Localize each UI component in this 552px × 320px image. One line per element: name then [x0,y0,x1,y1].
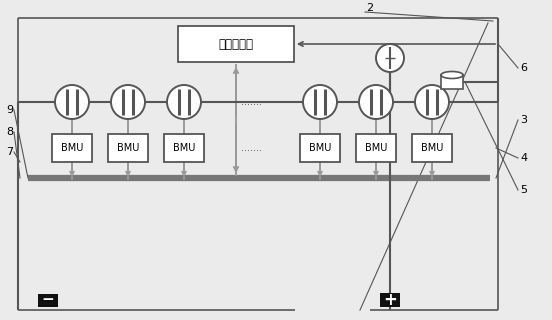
Ellipse shape [111,85,145,119]
Text: 8: 8 [7,127,14,137]
Ellipse shape [167,85,201,119]
FancyBboxPatch shape [380,293,400,307]
Ellipse shape [376,44,404,72]
FancyBboxPatch shape [52,134,92,162]
Ellipse shape [55,85,89,119]
FancyBboxPatch shape [38,293,58,307]
FancyBboxPatch shape [164,134,204,162]
Text: 6: 6 [521,63,528,73]
Text: 4: 4 [521,153,528,163]
Text: .......: ....... [242,143,263,153]
Text: 5: 5 [521,185,528,195]
Text: 7: 7 [7,147,14,157]
Text: 3: 3 [521,115,528,125]
FancyBboxPatch shape [178,26,294,62]
FancyBboxPatch shape [108,134,148,162]
Ellipse shape [415,85,449,119]
FancyBboxPatch shape [441,75,463,89]
Text: BMU: BMU [61,143,83,153]
FancyBboxPatch shape [356,134,396,162]
Ellipse shape [441,71,463,78]
FancyBboxPatch shape [300,134,340,162]
FancyBboxPatch shape [412,134,452,162]
Text: +: + [383,291,397,309]
Ellipse shape [359,85,393,119]
Text: BMU: BMU [117,143,139,153]
Text: BMU: BMU [309,143,331,153]
Text: BMU: BMU [365,143,387,153]
Ellipse shape [303,85,337,119]
Text: BMU: BMU [421,143,443,153]
Text: 9: 9 [7,105,14,115]
Text: 电池组总控: 电池组总控 [219,37,253,51]
Text: .......: ....... [242,97,263,107]
Text: 2: 2 [367,3,374,13]
Text: −: − [41,292,55,308]
Text: BMU: BMU [173,143,195,153]
